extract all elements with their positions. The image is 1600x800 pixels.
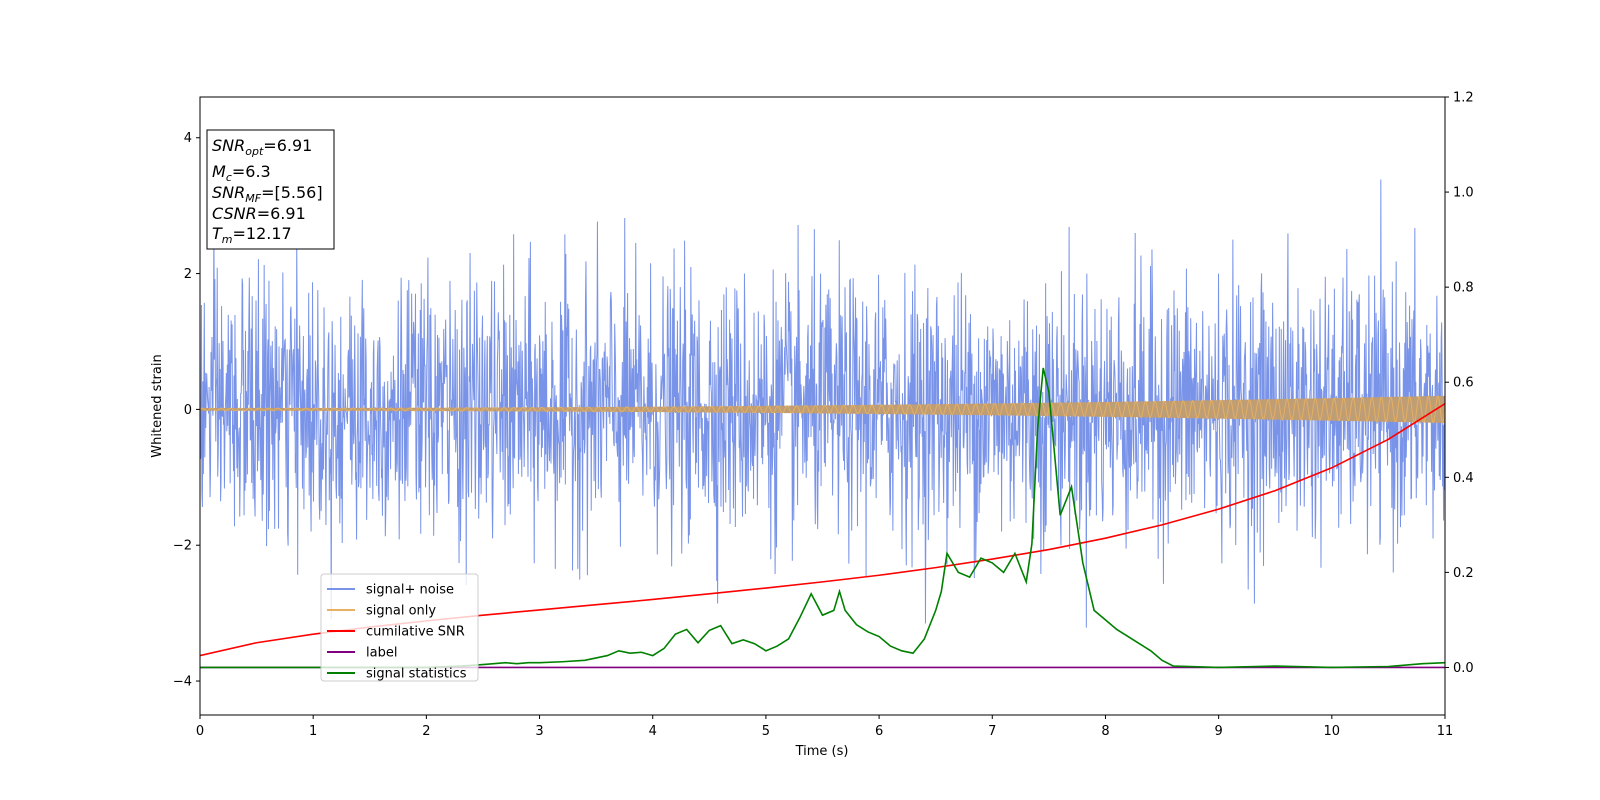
legend-item-cumilative-snr-label: cumilative SNR: [366, 625, 465, 640]
y-tick-label-0: −4: [173, 675, 192, 690]
x-tick-label-8: 8: [1101, 724, 1109, 739]
legend: signal+ noise signal only cumilative SNR la…: [320, 573, 479, 682]
y2-tick-label-1: 0.2: [1453, 566, 1474, 581]
x-tick-label-0: 0: [196, 724, 204, 739]
y2-tick-label-4: 0.8: [1453, 281, 1474, 296]
series-signal-only: [200, 395, 1445, 424]
x-tick-label-3: 3: [535, 724, 543, 739]
y2-tick-label-2: 0.4: [1453, 471, 1474, 486]
y-axis-title: Whitened strain: [150, 354, 165, 457]
x-tick-label-5: 5: [762, 724, 770, 739]
x-tick-label-7: 7: [988, 724, 996, 739]
y-tick-label-3: 2: [184, 267, 192, 282]
x-tick-label-11: 11: [1437, 724, 1454, 739]
legend-item-signal-noise-label: signal+ noise: [366, 583, 454, 598]
x-tick-label-4: 4: [649, 724, 657, 739]
series-signal-statistics: [200, 367, 1445, 669]
legend-item-signal-statistics-label: signal statistics: [366, 667, 467, 682]
legend-item-label-label: label: [366, 646, 397, 661]
ticks-layer: 0 1 2 3 4 5 6 7 8 9 10 11 −4 −2 0 2 4 0.0 0.2 0.4 0.6 0.8 1.0 1…: [173, 91, 1474, 740]
y2-tick-label-6: 1.2: [1453, 91, 1474, 106]
info-box: SNRopt=6.91 Mc=6.3 SNRMF=[5.56] CSNR=6.9…: [206, 129, 335, 250]
legend-items: signal+ noise signal only cumilative SNR la…: [327, 583, 467, 682]
legend-frame: [320, 573, 479, 682]
x-tick-label-1: 1: [309, 724, 317, 739]
info-line-snr-opt: SNRopt=6.91: [212, 136, 312, 158]
y-tick-label-1: −2: [173, 539, 192, 554]
x-tick-label-10: 10: [1324, 724, 1341, 739]
y-tick-label-4: 4: [184, 131, 192, 146]
series-signal-noise: [200, 179, 1445, 628]
info-line-tm: Tm=12.17: [212, 224, 292, 246]
info-line-snr-mf: SNRMF=[5.56]: [212, 183, 323, 205]
x-tick-label-6: 6: [875, 724, 883, 739]
legend-item-signal-only-label: signal only: [366, 604, 436, 619]
y-tick-label-2: 0: [184, 403, 192, 418]
info-line-chirp-mass: Mc=6.3: [212, 162, 271, 184]
x-axis-title: Time (s): [795, 744, 849, 759]
y2-tick-label-0: 0.0: [1453, 661, 1474, 676]
plot-frame: [199, 96, 1446, 716]
y2-tick-label-3: 0.6: [1453, 376, 1474, 391]
x-tick-label-2: 2: [422, 724, 430, 739]
y2-tick-label-5: 1.0: [1453, 186, 1474, 201]
info-line-csnr: CSNR=6.91: [212, 204, 306, 223]
x-tick-label-9: 9: [1214, 724, 1222, 739]
info-box-frame: [206, 129, 335, 250]
